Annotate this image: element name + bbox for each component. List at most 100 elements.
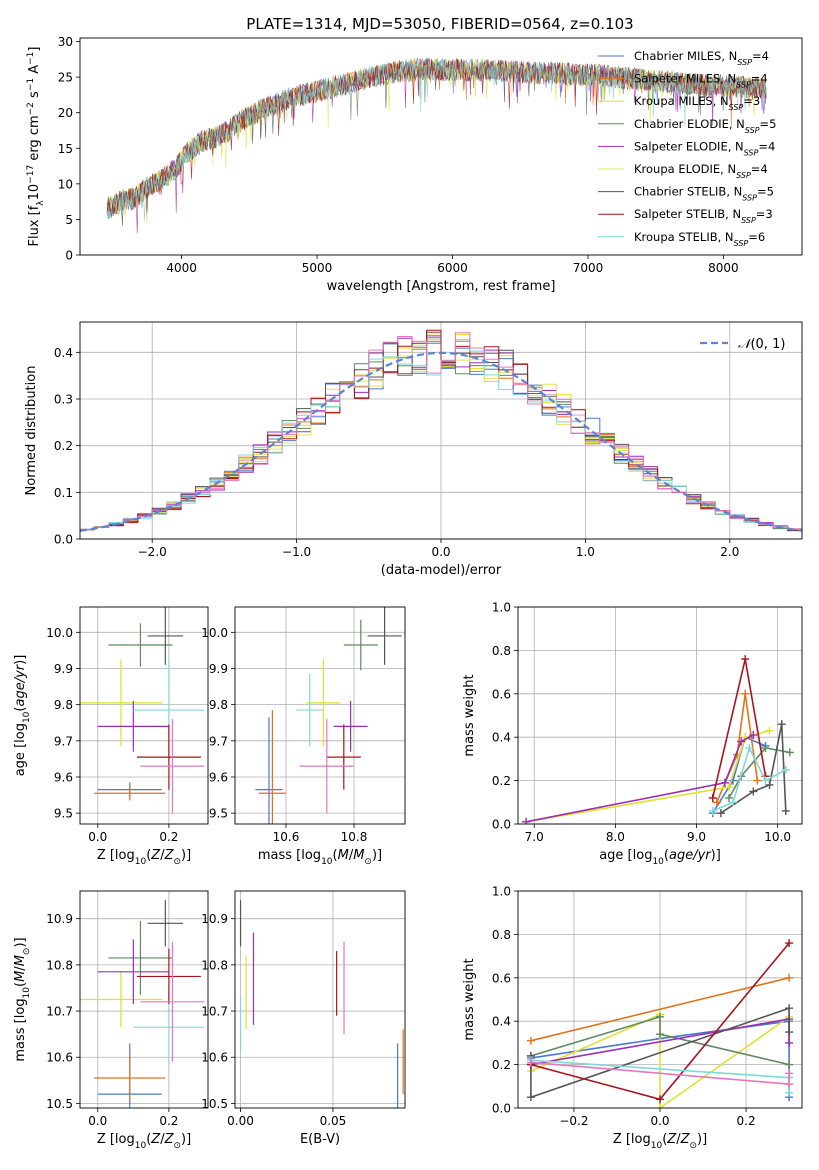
y-tick-label: 0.4	[54, 346, 73, 360]
y-tick-label: 10.0	[201, 626, 228, 640]
weight-marker	[749, 787, 758, 796]
error-point	[296, 673, 324, 747]
weight-marker	[765, 726, 774, 735]
x-axis-label: Z [log10(Z/Z⊙)]	[97, 1132, 191, 1151]
y-tick-label: 10.8	[46, 958, 73, 972]
y-tick-label: 9.9	[54, 662, 73, 676]
figure-title: PLATE=1314, MJD=53050, FIBERID=0564, z=0…	[246, 15, 633, 33]
x-axis-label: mass [log10(M/M⊙)]	[258, 848, 382, 867]
legend-label: Chabrier MILES, NSSP=4	[634, 49, 769, 67]
x-tick-label: 4000	[166, 261, 197, 275]
weight-marker	[724, 793, 733, 802]
y-tick-label: 10.5	[46, 1097, 73, 1111]
weight-marker	[526, 1093, 535, 1102]
y-tick-label: 0.4	[492, 731, 511, 745]
y-tick-label: 10	[58, 177, 73, 191]
x-axis-label: (data-model)/error	[381, 563, 502, 578]
error-point	[136, 948, 201, 1005]
axes-frame	[79, 606, 209, 825]
y-axis-label: Flux [fλ10−17 erg cm−2 s−1 A−1]	[26, 47, 46, 247]
weight-marker	[785, 1038, 794, 1047]
plot-area	[106, 57, 767, 234]
legend-label: Salpeter ELODIE, NSSP=4	[634, 139, 775, 157]
x-axis-label: E(B-V)	[300, 1132, 340, 1147]
normal-curve	[80, 351, 802, 532]
error-point	[108, 623, 173, 667]
plot-area	[239, 900, 404, 1108]
x-tick-label: 0.2	[159, 1114, 178, 1128]
panel-mass_vs_ebv: 0.00 0.05 10.5 10.6 10.7 10.8 10.9 E(B-V)	[201, 890, 406, 1147]
plot-area	[526, 939, 794, 1108]
y-tick-label: 0.0	[492, 818, 511, 832]
y-tick-label: 0.0	[54, 533, 73, 547]
y-tick-label: 0.1	[54, 486, 73, 500]
error-point	[258, 710, 286, 824]
weight-marker	[522, 817, 531, 824]
y-axis-label: mass [log10(M/M⊙)]	[13, 937, 32, 1061]
weight-marker	[737, 737, 746, 746]
weight-marker	[785, 1004, 794, 1013]
y-tick-label: 10.5	[201, 1097, 228, 1111]
weight-marker	[526, 1058, 535, 1067]
y-axis-label: mass weight	[462, 674, 477, 756]
y-tick-label: 0.3	[54, 393, 73, 407]
x-tick-label: 0.0	[431, 545, 450, 559]
error-point	[140, 719, 205, 814]
error-point	[136, 724, 201, 790]
y-tick-label: 20	[58, 106, 73, 120]
weight-marker	[785, 1080, 794, 1089]
y-tick-label: 9.7	[54, 734, 73, 748]
weight-marker	[785, 748, 794, 757]
panel-weight_vs_age: 7.0 8.0 9.0 10.0 0.0 0.2 0.4 0.6 0.8 1.0 age [log1…	[462, 601, 803, 867]
legend-label: Salpeter STELIB, NSSP=3	[634, 207, 773, 225]
x-tick-label: 0.2	[737, 1114, 756, 1128]
weight-line	[530, 1015, 790, 1066]
weight-marker	[785, 1088, 794, 1097]
panel-spectrum: 4000 5000 6000 7000 8000 0 5 10 15 20 25 30 Chabrier…	[26, 35, 803, 294]
plot-area	[255, 607, 402, 824]
weight-marker	[785, 1028, 794, 1037]
panel-mass_vs_Z: 0.0 0.2 10.5 10.6 10.7 10.8 10.9 Z [log10(Z/Z⊙)…	[13, 890, 209, 1151]
error-point	[326, 724, 361, 790]
x-tick-label: 0.0	[88, 1114, 107, 1128]
y-tick-label: 9.8	[54, 698, 73, 712]
weight-marker	[720, 778, 729, 787]
axes-frame	[234, 606, 406, 825]
x-axis-label: wavelength [Angstrom, rest frame]	[327, 279, 556, 294]
x-tick-label: 7000	[573, 261, 604, 275]
weight-marker	[526, 1036, 535, 1045]
weight-marker	[745, 744, 754, 753]
y-tick-label: 9.7	[209, 734, 228, 748]
error-point	[147, 900, 184, 947]
weight-marker	[716, 809, 725, 818]
y-axis-label: Normed distribution	[24, 366, 39, 496]
panel-weight_vs_Z: −0.2 0.0 0.2 0.0 0.2 0.4 0.6 0.8 1.0 Z [log10(Z/Z…	[462, 885, 803, 1151]
weight-marker	[729, 798, 738, 807]
x-tick-label: 0.05	[320, 1114, 347, 1128]
y-tick-label: 9.5	[54, 807, 73, 821]
error-point	[333, 701, 368, 752]
x-tick-label: −2.0	[138, 545, 167, 559]
error-point	[140, 941, 205, 1062]
weight-marker	[656, 1030, 664, 1039]
x-axis-label: age [log10(age/yr)]	[599, 848, 721, 867]
x-tick-label: 0.0	[650, 1114, 669, 1128]
error-point	[97, 701, 169, 752]
weight-marker	[724, 783, 733, 792]
weight-marker	[749, 731, 758, 740]
plot-area	[80, 900, 205, 1108]
y-tick-label: 15	[58, 142, 73, 156]
y-tick-label: 10.9	[201, 912, 228, 926]
weight-marker	[753, 776, 762, 785]
y-tick-label: 0.0	[492, 1102, 511, 1116]
panel-age_vs_mass: 10.6 10.8 9.5 9.6 9.7 9.8 9.9 10.0 mass [log10(M…	[201, 606, 406, 867]
weight-line	[525, 734, 754, 823]
y-tick-label: 10.0	[46, 626, 73, 640]
weight-line	[728, 747, 790, 799]
x-axis-label: Z [log10(Z/Z⊙)]	[97, 848, 191, 867]
error-point	[80, 971, 162, 1028]
x-tick-label: 7.0	[525, 830, 544, 844]
y-tick-label: 1.0	[492, 601, 511, 615]
y-tick-label: 10.7	[46, 1005, 73, 1019]
